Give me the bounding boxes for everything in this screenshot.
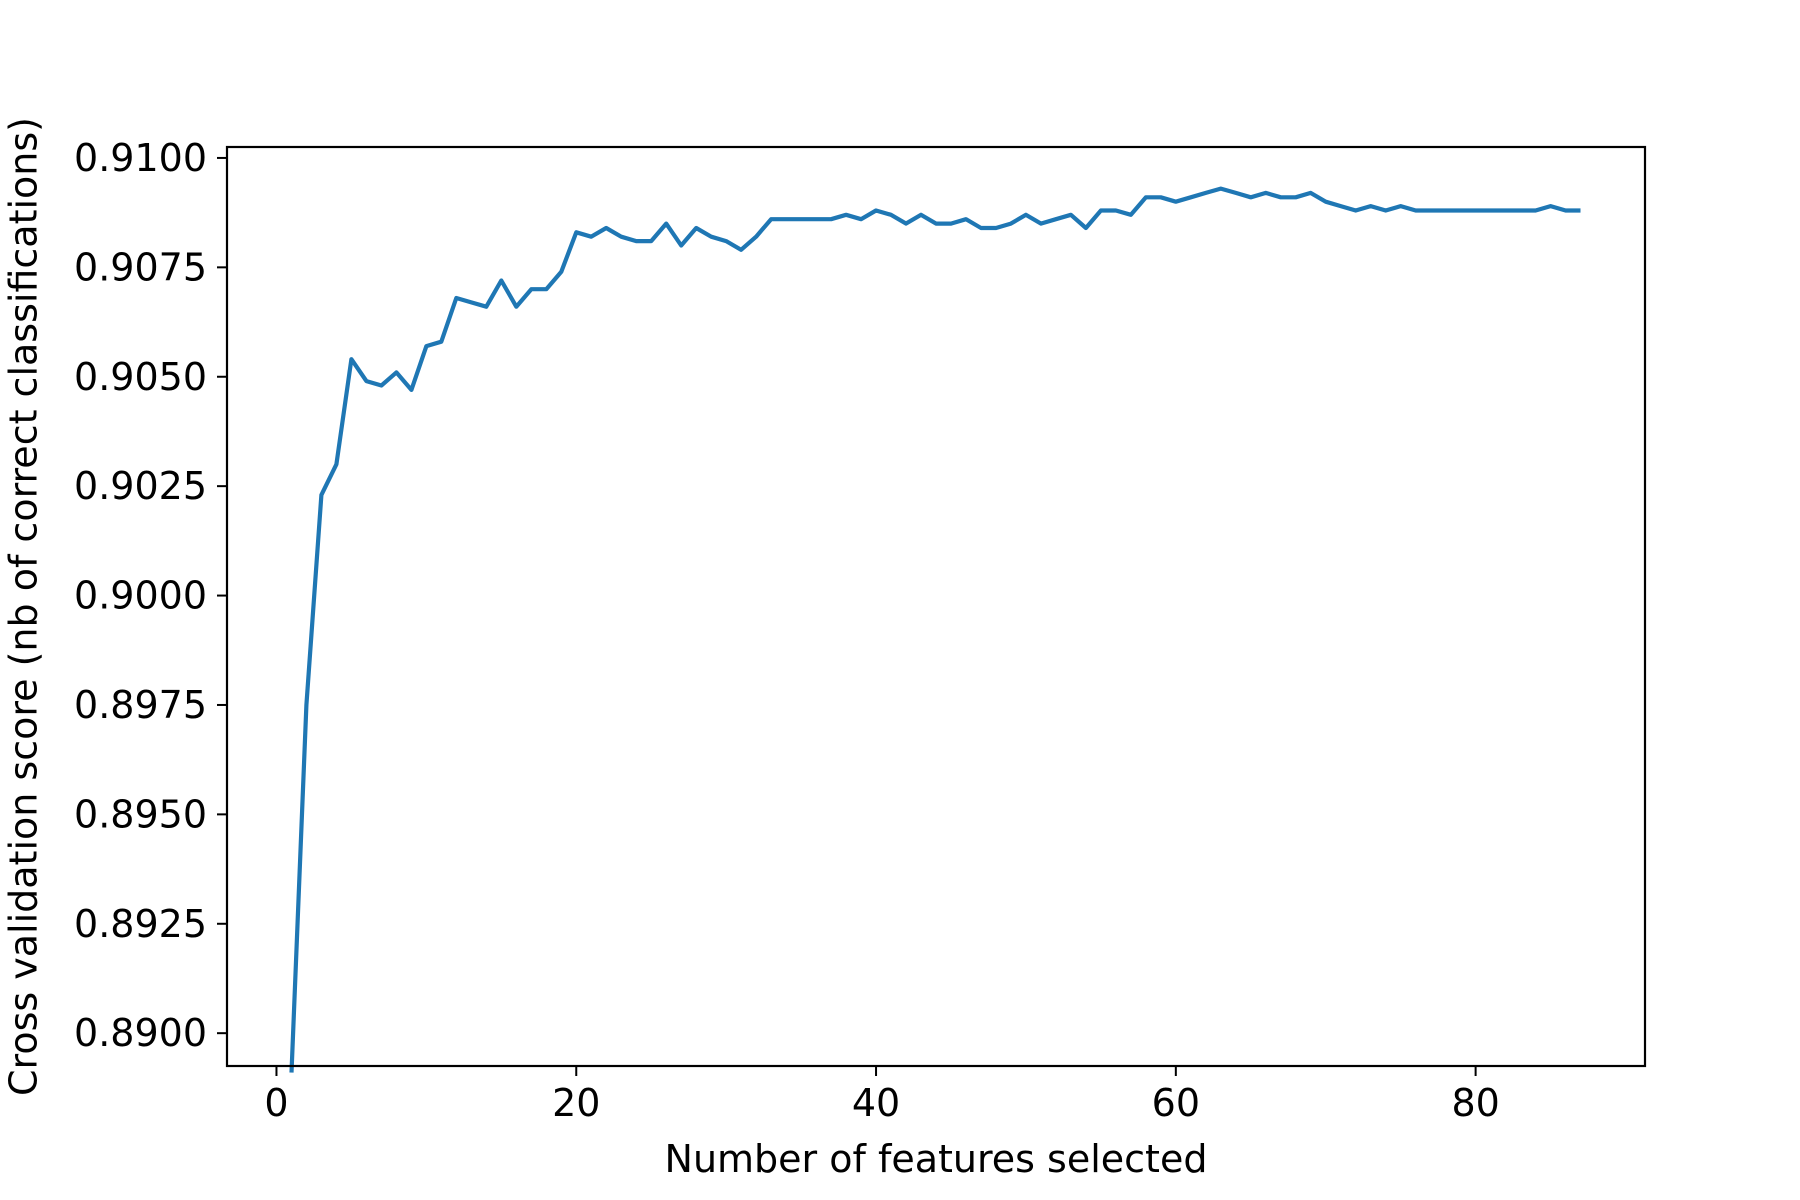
y-tick-label: 0.9000 (74, 574, 207, 618)
x-tick-label: 20 (552, 1081, 600, 1125)
x-axis-ticks: 0 20 40 60 80 (264, 1066, 1500, 1125)
y-tick-label: 0.8950 (74, 792, 207, 836)
x-axis-title: Number of features selected (665, 1137, 1208, 1181)
y-tick-label: 0.9025 (74, 464, 207, 508)
data-points (291, 188, 1581, 1073)
y-tick-label: 0.9075 (74, 245, 207, 289)
y-axis-title: Cross validation score (nb of correct cl… (2, 117, 46, 1096)
x-tick-label: 0 (264, 1081, 288, 1125)
plot-area-frame (225, 145, 1647, 1068)
y-tick-label: 0.8900 (74, 1011, 207, 1055)
y-tick-label: 0.8975 (74, 683, 207, 727)
y-tick-label: 0.9100 (74, 136, 207, 180)
x-tick-label: 60 (1152, 1081, 1200, 1125)
x-tick-label: 40 (852, 1081, 900, 1125)
series-line-cv-score (289, 186, 1581, 1073)
x-tick-label: 80 (1451, 1081, 1499, 1125)
y-axis-ticks: 0.8900 0.8925 0.8950 0.8975 0.9000 0.9025 0.90… (74, 136, 227, 1055)
y-tick-label: 0.9050 (74, 355, 207, 399)
y-tick-label: 0.8925 (74, 902, 207, 946)
